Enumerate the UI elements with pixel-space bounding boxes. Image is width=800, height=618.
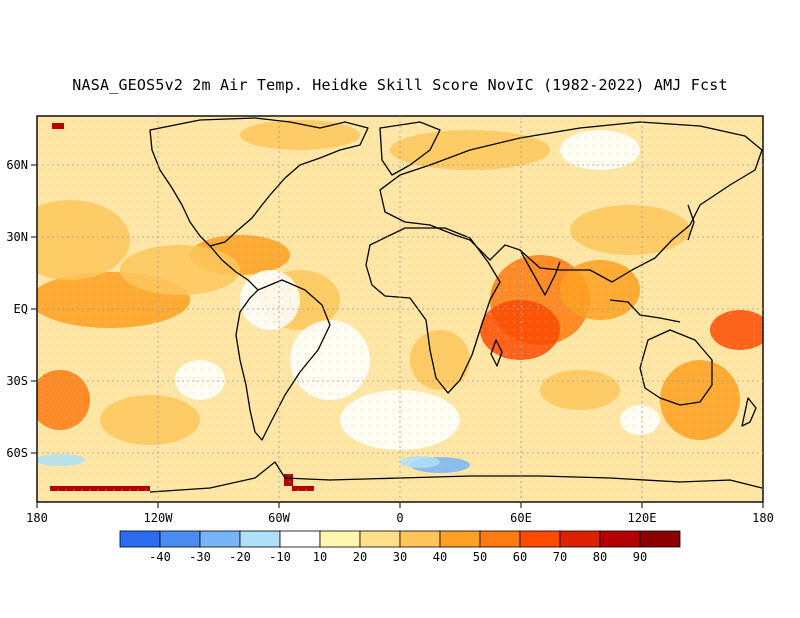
lon-tick-label: 60E <box>510 511 532 525</box>
colorbar-swatch <box>519 530 561 548</box>
colorbar-swatch <box>559 530 601 548</box>
colorbar-label: -20 <box>229 550 251 564</box>
colorbar-label: 90 <box>633 550 647 564</box>
colorbar-label: 10 <box>313 550 327 564</box>
colorbar-label: -30 <box>189 550 211 564</box>
lon-tick-label: 180 <box>752 511 774 525</box>
colorbar-label: 20 <box>353 550 367 564</box>
lon-tick-label: 120E <box>628 511 657 525</box>
colorbar-label: 50 <box>473 550 487 564</box>
colorbar-swatch <box>399 530 441 548</box>
colorbar-swatch <box>319 530 361 548</box>
colorbar-swatch <box>479 530 521 548</box>
lat-tick-label: 30N <box>6 230 28 244</box>
lat-tick-label: 30S <box>6 374 28 388</box>
colorbar-label: 80 <box>593 550 607 564</box>
colorbar-labels: -40 -30 -20 -10 10 20 30 40 50 60 70 80 90 <box>149 550 647 564</box>
lat-tick-label: 60S <box>6 446 28 460</box>
colorbar-swatch <box>279 530 321 548</box>
gridlines <box>37 116 763 502</box>
lon-tick-label: 0 <box>396 511 403 525</box>
colorbar-swatch <box>199 530 241 548</box>
colorbar <box>119 530 681 548</box>
colorbar-label: -10 <box>269 550 291 564</box>
colorbar-swatch <box>239 530 281 548</box>
colorbar-label: 40 <box>433 550 447 564</box>
lat-tick-label: 60N <box>6 158 28 172</box>
axis-ticks <box>31 164 764 508</box>
colorbar-swatch <box>439 530 481 548</box>
colorbar-label: 70 <box>553 550 567 564</box>
lat-tick-label: EQ <box>14 302 28 316</box>
colorbar-swatch <box>159 530 201 548</box>
colorbar-swatch <box>359 530 401 548</box>
lon-tick-label: 120W <box>144 511 174 525</box>
colorbar-swatch <box>119 530 161 548</box>
chart-title: NASA_GEOS5v2 2m Air Temp. Heidke Skill S… <box>72 76 728 94</box>
colorbar-label: 60 <box>513 550 527 564</box>
colorbar-swatch <box>599 530 641 548</box>
colorbar-swatch <box>639 530 681 548</box>
colorbar-label: 30 <box>393 550 407 564</box>
lon-tick-label: 180 <box>26 511 48 525</box>
lon-tick-label: 60W <box>268 511 290 525</box>
colorbar-label: -40 <box>149 550 171 564</box>
